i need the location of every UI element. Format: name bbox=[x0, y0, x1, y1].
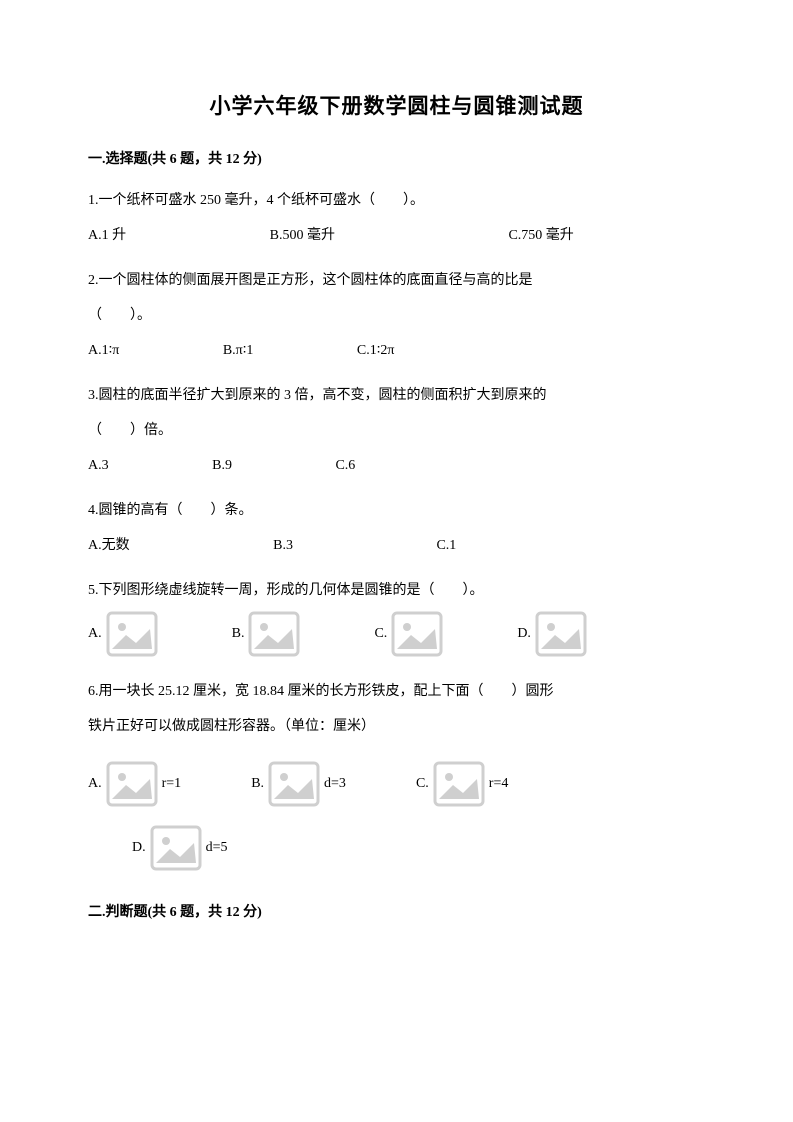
q3-options: A.3 B.9 C.6 bbox=[88, 451, 705, 482]
q4-option-a: A.无数 bbox=[88, 531, 130, 562]
q5-option-a: A. bbox=[88, 611, 162, 657]
q3-option-b: B.9 bbox=[212, 451, 232, 482]
q6-option-b: B. d=3 bbox=[251, 761, 346, 807]
q6-text-line1: 6.用一块长 25.12 厘米，宽 18.84 厘米的长方形铁皮，配上下面（ ）… bbox=[88, 677, 705, 708]
q6-option-d: D. d=5 bbox=[132, 825, 228, 871]
q1-text: 1.一个纸杯可盛水 250 毫升，4 个纸杯可盛水（ ）。 bbox=[88, 186, 705, 217]
q4-option-c: C.1 bbox=[436, 531, 456, 562]
q5-c-label: C. bbox=[374, 613, 387, 655]
q6-options: A. r=1 B. d=3 C. r=4 bbox=[88, 761, 705, 871]
q3-text-line2: （ ）倍。 bbox=[88, 416, 705, 447]
image-placeholder-icon bbox=[106, 761, 158, 807]
q5-text: 5.下列图形绕虚线旋转一周，形成的几何体是圆锥的是（ ）。 bbox=[88, 576, 705, 607]
section-2-heading: 二.判断题(共 6 题，共 12 分) bbox=[88, 901, 705, 921]
q5-option-c: C. bbox=[374, 611, 447, 657]
q6-d-pre: D. bbox=[132, 827, 146, 869]
q1-option-c: C.750 毫升 bbox=[508, 221, 573, 252]
image-placeholder-icon bbox=[391, 611, 443, 657]
q2-option-c: C.1∶2π bbox=[357, 336, 395, 367]
q6-option-a: A. r=1 bbox=[88, 761, 181, 807]
q6-a-pre: A. bbox=[88, 763, 102, 805]
q5-options: A. B. C. D. bbox=[88, 611, 705, 657]
q6-b-pre: B. bbox=[251, 763, 264, 805]
q6-c-pre: C. bbox=[416, 763, 429, 805]
page-title: 小学六年级下册数学圆柱与圆锥测试题 bbox=[88, 90, 705, 120]
q6-a-suf: r=1 bbox=[162, 763, 182, 805]
q4-text: 4.圆锥的高有（ ）条。 bbox=[88, 496, 705, 527]
q5-b-label: B. bbox=[232, 613, 245, 655]
q2-options: A.1∶π B.π∶1 C.1∶2π bbox=[88, 336, 705, 367]
image-placeholder-icon bbox=[268, 761, 320, 807]
q3-option-c: C.6 bbox=[335, 451, 355, 482]
image-placeholder-icon bbox=[106, 611, 158, 657]
q5-a-label: A. bbox=[88, 613, 102, 655]
q1-option-a: A.1 升 bbox=[88, 221, 126, 252]
image-placeholder-icon bbox=[433, 761, 485, 807]
image-placeholder-icon bbox=[150, 825, 202, 871]
q1-options: A.1 升 B.500 毫升 C.750 毫升 bbox=[88, 221, 705, 252]
q5-option-d: D. bbox=[517, 611, 591, 657]
q6-d-suf: d=5 bbox=[206, 827, 228, 869]
image-placeholder-icon bbox=[248, 611, 300, 657]
q2-text-line1: 2.一个圆柱体的侧面展开图是正方形，这个圆柱体的底面直径与高的比是 bbox=[88, 266, 705, 297]
exam-page: 小学六年级下册数学圆柱与圆锥测试题 一.选择题(共 6 题，共 12 分) 1.… bbox=[0, 0, 793, 1122]
image-placeholder-icon bbox=[535, 611, 587, 657]
q1-option-b: B.500 毫升 bbox=[270, 221, 335, 252]
q2-option-a: A.1∶π bbox=[88, 336, 119, 367]
q3-option-a: A.3 bbox=[88, 451, 109, 482]
section-1-heading: 一.选择题(共 6 题，共 12 分) bbox=[88, 148, 705, 168]
q4-options: A.无数 B.3 C.1 bbox=[88, 531, 705, 562]
q6-text-line2: 铁片正好可以做成圆柱形容器。（单位：厘米） bbox=[88, 712, 705, 743]
q2-option-b: B.π∶1 bbox=[223, 336, 254, 367]
q6-b-suf: d=3 bbox=[324, 763, 346, 805]
q2-text-line2: （ ）。 bbox=[88, 301, 705, 332]
q3-text-line1: 3.圆柱的底面半径扩大到原来的 3 倍，高不变，圆柱的侧面积扩大到原来的 bbox=[88, 381, 705, 412]
q5-d-label: D. bbox=[517, 613, 531, 655]
q5-option-b: B. bbox=[232, 611, 305, 657]
q6-c-suf: r=4 bbox=[489, 763, 509, 805]
q4-option-b: B.3 bbox=[273, 531, 293, 562]
q6-option-c: C. r=4 bbox=[416, 761, 508, 807]
